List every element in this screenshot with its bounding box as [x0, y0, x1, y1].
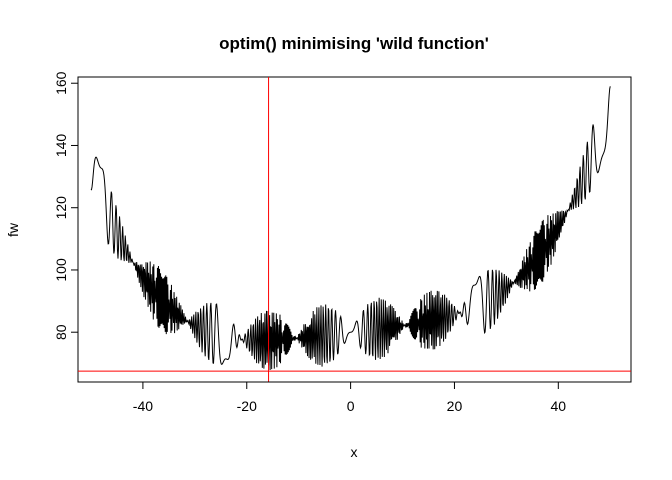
y-axis: 80 100 120 140 160	[53, 71, 79, 340]
plot-area	[90, 86, 611, 371]
x-tick-label: -20	[237, 398, 257, 414]
y-tick-label: 100	[53, 258, 69, 282]
x-tick-label: 0	[347, 398, 355, 414]
series-line-0	[90, 86, 611, 371]
reference-lines	[78, 77, 631, 382]
x-tick-label: -40	[133, 398, 153, 414]
x-tick-label: 20	[447, 398, 463, 414]
chart-title: optim() minimising 'wild function'	[219, 34, 489, 53]
x-axis-label: x	[351, 444, 358, 460]
y-tick-label: 80	[53, 324, 69, 340]
y-tick-label: 140	[53, 134, 69, 158]
x-axis: -40 -20 0 20 40	[133, 381, 567, 414]
y-tick-label: 160	[53, 71, 69, 95]
x-tick-label: 40	[551, 398, 567, 414]
y-tick-label: 120	[53, 196, 69, 220]
y-axis-label: fw	[5, 222, 21, 237]
